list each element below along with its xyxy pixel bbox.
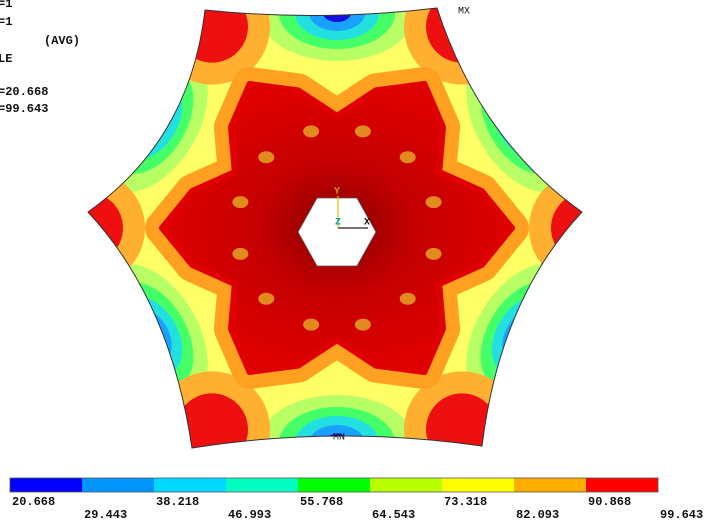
legend-label: 55.768 [300, 495, 343, 509]
info-line: (AVG) [44, 34, 80, 48]
low-zone [323, 8, 351, 22]
legend-swatch [226, 478, 298, 492]
legend-label: 82.093 [516, 508, 559, 522]
legend-swatch [442, 478, 514, 492]
legend-label: 20.668 [12, 495, 55, 509]
info-line: =99.643 [0, 102, 48, 116]
legend-label: 73.318 [444, 495, 487, 509]
triad-z-label: Z [335, 218, 341, 229]
info-line: =1 [0, 15, 12, 29]
corner-red [176, 393, 248, 448]
corner-red [551, 192, 582, 264]
orange-spot [354, 318, 371, 331]
legend-label: 38.218 [156, 495, 199, 509]
corner-orange [529, 170, 582, 286]
orange-spot [303, 125, 320, 138]
corner-red [88, 192, 123, 264]
triad: Y X Z [334, 187, 370, 229]
legend-label: 29.443 [84, 508, 127, 522]
corner-orange [88, 170, 145, 286]
legend-swatch [370, 478, 442, 492]
min-marker: MN [333, 433, 345, 444]
orange-spot [354, 125, 371, 138]
low-zone [512, 107, 534, 134]
legend-label: 46.993 [228, 508, 271, 522]
legend-label: 64.543 [372, 508, 415, 522]
legend-swatch [10, 478, 82, 492]
info-line: =1 [0, 0, 12, 11]
legend-frame [9, 477, 659, 493]
low-zone [512, 322, 534, 349]
orange-spot [303, 318, 320, 331]
orange-spot [232, 196, 249, 209]
legend-swatch [298, 478, 370, 492]
center-hole [297, 197, 377, 267]
info-block: =1 =1 (AVG) LE =20.668 =99.643 [0, 0, 80, 116]
legend-swatch [154, 478, 226, 492]
triad-x-label: X [364, 218, 370, 229]
max-marker: MX [458, 7, 470, 18]
legend-swatch [514, 478, 586, 492]
orange-spot [399, 292, 416, 305]
orange-spot [425, 196, 442, 209]
orange-spot [425, 247, 442, 260]
orange-spot [232, 247, 249, 260]
triad-y-label: Y [334, 187, 340, 198]
color-legend: 20.668 29.443 38.218 46.993 55.768 64.543 73.3… [9, 477, 703, 522]
model-outline [87, 7, 583, 449]
legend-label: 90.868 [588, 495, 631, 509]
low-zone [140, 107, 162, 134]
legend-label: 99.643 [660, 508, 703, 522]
orange-spot [399, 151, 416, 164]
info-line: =20.668 [0, 85, 48, 99]
legend-swatch [586, 478, 658, 492]
orange-spot [258, 151, 275, 164]
orange-spot [258, 292, 275, 305]
info-line: LE [0, 52, 12, 66]
corner-red [426, 393, 498, 448]
legend-swatch [82, 478, 154, 492]
